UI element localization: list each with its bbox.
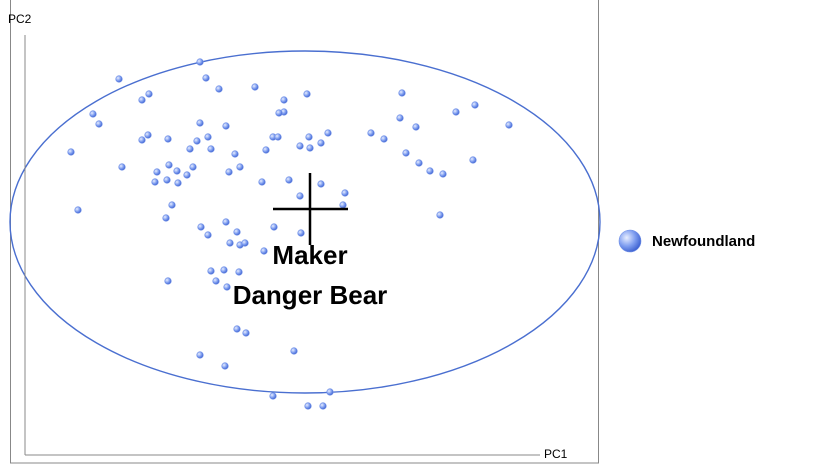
point	[317, 180, 325, 188]
points	[67, 58, 513, 410]
point	[196, 351, 204, 359]
point	[235, 268, 243, 276]
point	[304, 402, 312, 410]
point	[193, 137, 201, 145]
point	[151, 178, 159, 186]
point	[231, 150, 239, 158]
point	[233, 325, 241, 333]
point	[251, 83, 259, 91]
point	[398, 89, 406, 97]
point	[164, 277, 172, 285]
point	[241, 239, 249, 247]
annotation: Danger Bear	[233, 280, 388, 310]
point	[223, 283, 231, 291]
point	[426, 167, 434, 175]
point	[89, 110, 97, 118]
point	[367, 129, 375, 137]
point	[296, 142, 304, 150]
point	[380, 135, 388, 143]
point	[164, 135, 172, 143]
point	[402, 149, 410, 157]
point	[452, 108, 460, 116]
point	[303, 90, 311, 98]
point	[242, 329, 250, 337]
point	[220, 266, 228, 274]
point	[412, 123, 420, 131]
point	[207, 267, 215, 275]
point	[144, 131, 152, 139]
point	[317, 139, 325, 147]
legend-label: Newfoundland	[652, 233, 755, 250]
point	[296, 192, 304, 200]
point	[471, 101, 479, 109]
point	[270, 223, 278, 231]
annotation: Maker	[272, 240, 347, 270]
point	[204, 231, 212, 239]
point	[95, 120, 103, 128]
point	[436, 211, 444, 219]
point	[290, 347, 298, 355]
point	[215, 85, 223, 93]
point	[204, 133, 212, 141]
x-axis-label: PC1	[544, 447, 568, 461]
point	[222, 218, 230, 226]
point	[74, 206, 82, 214]
point	[222, 122, 230, 130]
point	[469, 156, 477, 164]
y-axis-label: PC2	[8, 12, 32, 26]
point	[319, 402, 327, 410]
point	[262, 146, 270, 154]
point	[297, 229, 305, 237]
point	[196, 58, 204, 66]
point	[415, 159, 423, 167]
point	[326, 388, 334, 396]
point	[221, 362, 229, 370]
point	[138, 96, 146, 104]
point	[233, 228, 241, 236]
point	[285, 176, 293, 184]
point	[168, 201, 176, 209]
point	[118, 163, 126, 171]
point	[189, 163, 197, 171]
point	[138, 136, 146, 144]
point	[324, 129, 332, 137]
point	[212, 277, 220, 285]
point	[186, 145, 194, 153]
point	[505, 121, 513, 129]
legend-marker	[618, 229, 642, 253]
point	[197, 223, 205, 231]
point	[306, 144, 314, 152]
point	[165, 161, 173, 169]
point	[260, 247, 268, 255]
point	[67, 148, 75, 156]
point	[275, 109, 283, 117]
point	[163, 176, 171, 184]
point	[280, 96, 288, 104]
point	[115, 75, 123, 83]
point	[439, 170, 447, 178]
point	[226, 239, 234, 247]
point	[174, 179, 182, 187]
point	[305, 133, 313, 141]
point	[269, 392, 277, 400]
point	[396, 114, 404, 122]
point	[258, 178, 266, 186]
confidence-ellipse	[9, 50, 601, 394]
point	[153, 168, 161, 176]
point	[145, 90, 153, 98]
point	[225, 168, 233, 176]
point	[196, 119, 204, 127]
point	[207, 145, 215, 153]
point	[274, 133, 282, 141]
point	[236, 163, 244, 171]
point	[183, 171, 191, 179]
point	[173, 167, 181, 175]
point	[339, 201, 347, 209]
point	[341, 189, 349, 197]
point	[202, 74, 210, 82]
point	[162, 214, 170, 222]
